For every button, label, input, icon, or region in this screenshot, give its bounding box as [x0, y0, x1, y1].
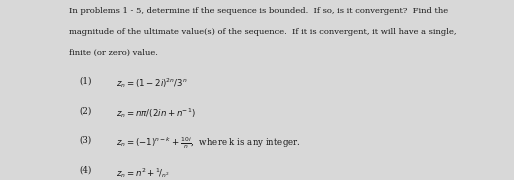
Text: $z_n = n^2 + {^1\!/}_{n^2}$: $z_n = n^2 + {^1\!/}_{n^2}$: [116, 166, 170, 179]
Text: magnitude of the ultimate value(s) of the sequence.  If it is convergent, it wil: magnitude of the ultimate value(s) of th…: [69, 28, 457, 36]
Text: $z_n = (1-2i)^{2n}/3^n$: $z_n = (1-2i)^{2n}/3^n$: [116, 76, 188, 90]
Text: $z_n = n\pi/(2in + n^{-1})$: $z_n = n\pi/(2in + n^{-1})$: [116, 106, 195, 120]
Text: (1): (1): [80, 76, 92, 86]
Text: (2): (2): [80, 106, 92, 115]
Text: (4): (4): [80, 166, 92, 175]
Text: In problems 1 - 5, determine if the sequence is bounded.  If so, is it convergen: In problems 1 - 5, determine if the sequ…: [69, 7, 449, 15]
Text: finite (or zero) value.: finite (or zero) value.: [69, 49, 158, 57]
Text: (3): (3): [80, 136, 92, 145]
Text: $z_n = (-1)^{n-k} + \frac{10i}{n}$,  where k is any integer.: $z_n = (-1)^{n-k} + \frac{10i}{n}$, wher…: [116, 136, 300, 151]
